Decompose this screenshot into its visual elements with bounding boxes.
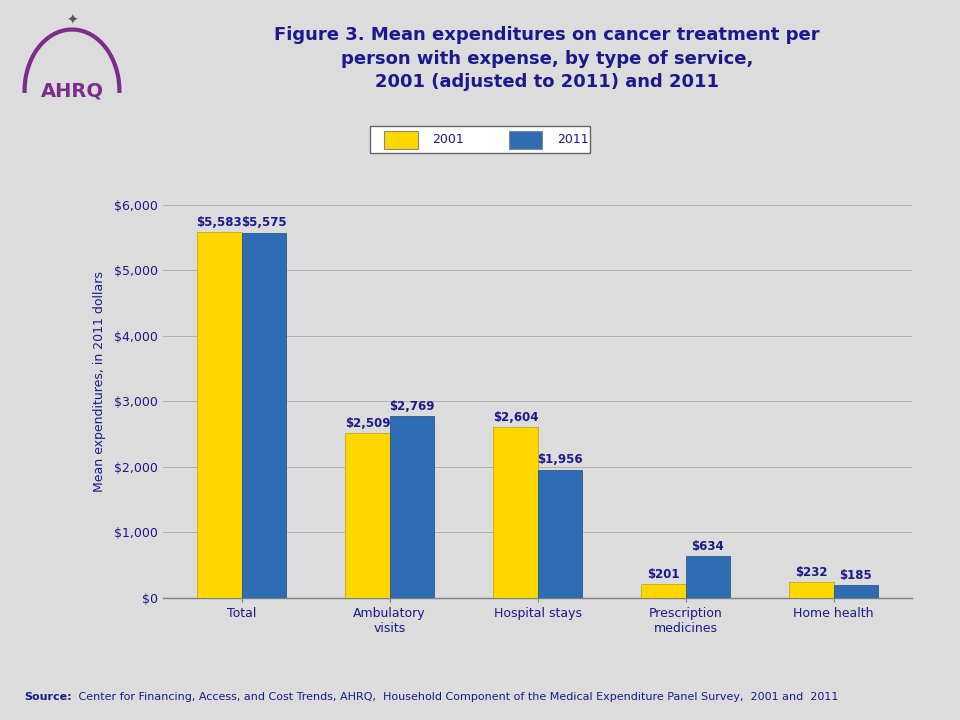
Bar: [370, 126, 590, 153]
Text: Source:: Source:: [24, 692, 72, 702]
Text: 2011: 2011: [557, 132, 588, 145]
Text: $2,604: $2,604: [492, 410, 539, 423]
Text: $1,956: $1,956: [537, 453, 583, 466]
Bar: [833, 585, 878, 598]
Text: $2,509: $2,509: [345, 417, 390, 430]
Bar: [390, 416, 434, 598]
Bar: [538, 469, 582, 598]
Bar: [509, 130, 542, 149]
Text: $2,769: $2,769: [389, 400, 435, 413]
Text: $201: $201: [647, 568, 680, 581]
Bar: [789, 582, 833, 598]
Bar: [641, 585, 685, 598]
Bar: [685, 556, 730, 598]
Text: Figure 3. Mean expenditures on cancer treatment per
person with expense, by type: Figure 3. Mean expenditures on cancer tr…: [275, 26, 820, 91]
Text: $232: $232: [795, 566, 828, 579]
Text: $634: $634: [691, 539, 724, 552]
Text: $5,575: $5,575: [241, 216, 287, 229]
Bar: [493, 427, 538, 598]
Bar: [346, 433, 390, 598]
Bar: [384, 130, 418, 149]
Text: $5,583: $5,583: [197, 215, 242, 228]
Text: Center for Financing, Access, and Cost Trends, AHRQ,  Household Component of the: Center for Financing, Access, and Cost T…: [75, 692, 838, 702]
Text: $185: $185: [839, 569, 872, 582]
Text: AHRQ: AHRQ: [40, 81, 104, 100]
Bar: [197, 232, 242, 598]
Bar: [242, 233, 286, 598]
Text: ✦: ✦: [66, 14, 78, 27]
Y-axis label: Mean expenditures, in 2011 dollars: Mean expenditures, in 2011 dollars: [93, 271, 106, 492]
Text: 2001: 2001: [432, 132, 464, 145]
